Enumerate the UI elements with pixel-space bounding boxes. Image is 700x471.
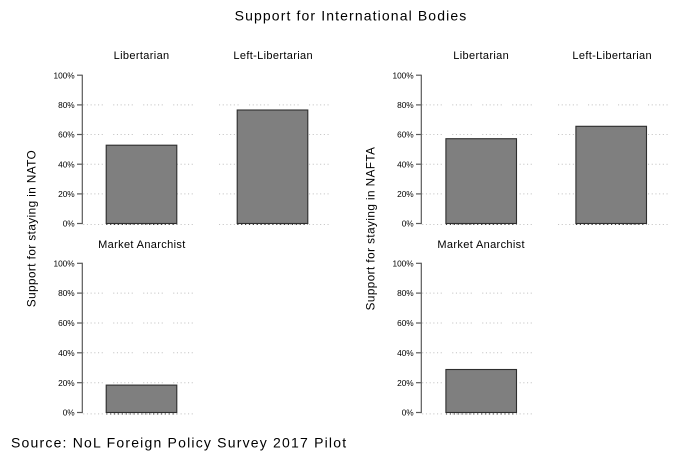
svg-text:100%: 100% xyxy=(392,70,414,80)
svg-text:Libertarian: Libertarian xyxy=(453,50,509,62)
svg-text:Libertarian: Libertarian xyxy=(114,50,170,62)
svg-text:20%: 20% xyxy=(397,378,414,388)
svg-text:100%: 100% xyxy=(392,258,414,268)
svg-text:80%: 80% xyxy=(58,288,75,298)
svg-text:20%: 20% xyxy=(58,189,75,199)
svg-text:Market Anarchist: Market Anarchist xyxy=(437,239,525,251)
svg-text:60%: 60% xyxy=(58,130,75,140)
svg-text:0%: 0% xyxy=(402,219,415,229)
svg-text:60%: 60% xyxy=(58,318,75,328)
svg-text:0%: 0% xyxy=(63,408,76,418)
svg-text:100%: 100% xyxy=(53,70,75,80)
svg-text:Support for staying in NATO: Support for staying in NATO xyxy=(25,150,38,307)
svg-text:Left-Libertarian: Left-Libertarian xyxy=(233,50,313,62)
svg-text:80%: 80% xyxy=(397,100,414,110)
svg-text:80%: 80% xyxy=(397,288,414,298)
svg-text:20%: 20% xyxy=(397,189,414,199)
svg-text:Market Anarchist: Market Anarchist xyxy=(98,239,186,251)
svg-text:60%: 60% xyxy=(397,130,414,140)
svg-text:100%: 100% xyxy=(53,258,75,268)
svg-text:0%: 0% xyxy=(63,219,76,229)
svg-text:Support for staying in NAFTA: Support for staying in NAFTA xyxy=(365,147,378,311)
svg-text:60%: 60% xyxy=(397,318,414,328)
svg-text:40%: 40% xyxy=(397,159,414,169)
svg-text:40%: 40% xyxy=(397,348,414,358)
svg-text:Source: NoL Foreign Policy Sur: Source: NoL Foreign Policy Survey 2017 P… xyxy=(11,435,347,451)
svg-text:0%: 0% xyxy=(402,408,415,418)
svg-text:Left-Libertarian: Left-Libertarian xyxy=(572,50,652,62)
svg-text:40%: 40% xyxy=(58,348,75,358)
svg-text:Support for International Bodi: Support for International Bodies xyxy=(235,8,468,24)
svg-text:20%: 20% xyxy=(58,378,75,388)
svg-text:80%: 80% xyxy=(58,100,75,110)
svg-text:40%: 40% xyxy=(58,159,75,169)
